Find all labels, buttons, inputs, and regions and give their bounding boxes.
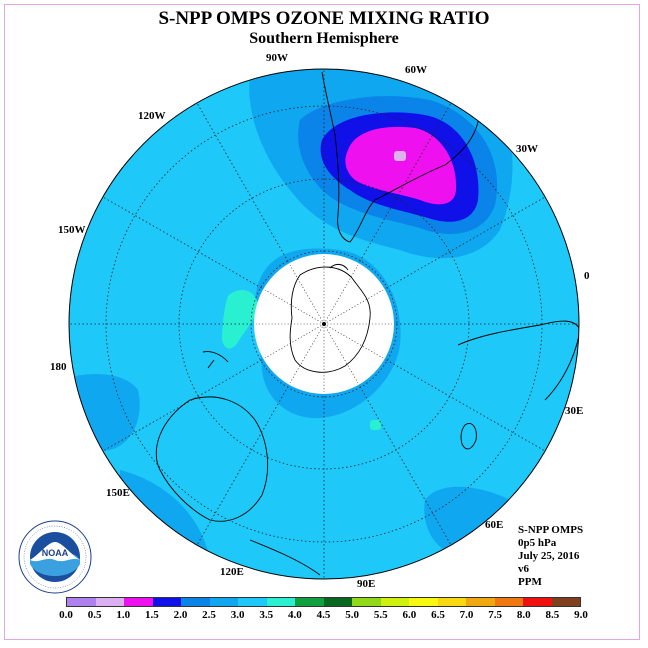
info-level: 0p5 hPa — [518, 537, 557, 549]
noaa-logo: NOAA — [18, 520, 92, 594]
ozone-contour-3p5-east — [370, 420, 381, 430]
colorbar-tick-label: 3.0 — [230, 609, 245, 621]
coastline-antarctica-inner — [289, 263, 371, 373]
colorbar-swatch — [181, 598, 210, 606]
lon-label-60e: 60E — [485, 519, 503, 531]
info-units: PPM — [518, 576, 542, 588]
coastline-africa — [457, 320, 579, 401]
colorbar-tick-label: 2.0 — [173, 609, 188, 621]
lon-label-60w: 60W — [405, 64, 427, 76]
lon-label-0: 0 — [584, 270, 590, 282]
lon-label-90e: 90E — [357, 578, 375, 590]
lon-label-120e: 120E — [220, 566, 244, 578]
colorbar-swatch — [266, 598, 295, 606]
colorbar-swatch — [95, 598, 124, 606]
colorbar-tick-label: 5.5 — [373, 609, 388, 621]
colorbar-tick-label: 1.5 — [144, 609, 159, 621]
colorbar — [66, 597, 581, 607]
lon-label-30e: 30E — [565, 405, 583, 417]
ozone-contour-0p5 — [394, 151, 406, 161]
chart-subtitle: Southern Hemisphere — [249, 30, 399, 47]
colorbar-tick-label: 1.0 — [116, 609, 131, 621]
colorbar-swatch — [295, 598, 324, 606]
ozone-contour-3p5-west — [222, 290, 258, 349]
colorbar-tick-label: 5.0 — [345, 609, 359, 621]
colorbar-swatch — [494, 598, 523, 606]
info-instrument: S-NPP OMPS — [518, 524, 584, 536]
coastline-southeast-asia — [249, 539, 321, 576]
lon-label-150e: 150E — [106, 487, 130, 499]
chart-title: S-NPP OMPS OZONE MIXING RATIO — [158, 8, 490, 29]
colorbar-tick-label: 2.5 — [202, 609, 216, 621]
coastline-new-zealand — [202, 351, 229, 369]
colorbar-swatch — [466, 598, 495, 606]
colorbar-swatch — [124, 598, 153, 606]
south-pole-dot — [322, 322, 326, 326]
lon-label-150w: 150W — [58, 224, 86, 236]
lon-label-120w: 120W — [138, 110, 166, 122]
colorbar-swatch — [551, 598, 580, 606]
info-version: v6 — [518, 563, 529, 575]
colorbar-swatch — [380, 598, 409, 606]
coastline-madagascar — [460, 423, 477, 450]
noaa-logo-text: NOAA — [42, 548, 69, 558]
colorbar-tick-label: 8.0 — [516, 609, 531, 621]
colorbar-swatch — [67, 598, 96, 606]
colorbar-tick-label: 7.0 — [459, 609, 474, 621]
coastline-south-america — [321, 71, 481, 243]
colorbar-tick-label: 8.5 — [545, 609, 560, 621]
lon-label-30w: 30W — [516, 143, 538, 155]
colorbar-tick-label: 6.0 — [402, 609, 417, 621]
info-date: July 25, 2016 — [518, 550, 580, 562]
graticule — [69, 69, 579, 579]
colorbar-tick-label: 0.0 — [59, 609, 73, 621]
info-block: S-NPP OMPS 0p5 hPa July 25, 2016 v6 PPM — [518, 524, 583, 589]
colorbar-tick-label: 7.5 — [488, 609, 503, 621]
map-boundary — [68, 68, 580, 580]
figure-frame — [4, 4, 640, 640]
colorbar-tick-label: 0.5 — [87, 609, 102, 621]
lon-label-90w: 90W — [266, 52, 288, 64]
colorbar-tick-label: 6.5 — [431, 609, 445, 621]
colorbar-tick-label: 9.0 — [574, 609, 588, 621]
colorbar-swatch — [209, 598, 238, 606]
colorbar-swatch — [523, 598, 552, 606]
colorbar-tick-label: 3.5 — [259, 609, 274, 621]
colorbar-ticks: 0.0 0.5 1.0 1.5 2.0 2.5 3.0 3.5 4.0 4.5 5.0 5.5 6.0 6… — [0, 609, 648, 623]
colorbar-swatch — [409, 598, 438, 606]
colorbar-tick-label: 4.5 — [316, 609, 331, 621]
coastline-australia — [155, 396, 269, 522]
colorbar-swatch — [437, 598, 466, 606]
colorbar-swatch — [323, 598, 352, 606]
colorbar-swatch — [238, 598, 267, 606]
colorbar-swatch — [152, 598, 181, 606]
ozone-contour-1p0 — [345, 126, 457, 205]
colorbar-tick-label: 4.0 — [288, 609, 302, 621]
colorbar-swatch — [352, 598, 381, 606]
lon-label-180: 180 — [50, 361, 67, 373]
